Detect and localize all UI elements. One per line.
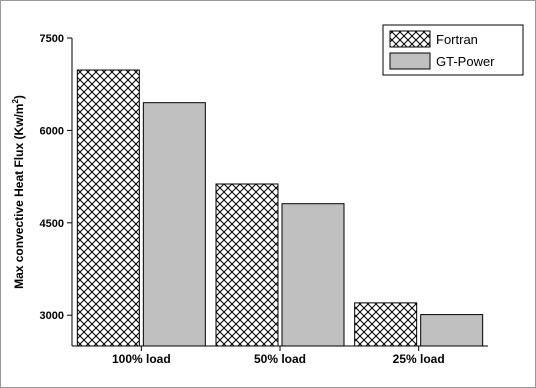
bar-fortran-1 — [76, 69, 140, 347]
x-tick-label: 100% load — [112, 352, 171, 366]
x-ticks-group: 100% load 50% load 25% load — [112, 346, 445, 366]
y-axis-label-main: Max convective Heat Flux (Kw/m — [12, 104, 26, 289]
y-axis-label-superscript: 2 — [11, 99, 20, 104]
legend-swatch-fortran — [389, 30, 431, 48]
legend-label-fortran: Fortran — [436, 32, 478, 47]
x-tick-label: 25% load — [393, 352, 445, 366]
y-tick-label: 4500 — [40, 218, 64, 230]
y-axis-label-end: ) — [12, 95, 26, 99]
legend-label-gt-power: GT-Power — [436, 54, 495, 69]
bars-group — [76, 69, 484, 347]
legend-swatch-gt-power — [389, 52, 431, 70]
y-tick-label: 3000 — [40, 310, 64, 322]
bar-gt-power-2 — [281, 203, 345, 347]
y-tick-label: 6000 — [40, 125, 64, 137]
bar-gt-power-3 — [420, 314, 484, 347]
bar-fortran-3 — [354, 302, 418, 347]
y-axis-label: Max convective Heat Flux (Kw/m2) — [11, 95, 26, 289]
y-tick-label: 7500 — [40, 33, 64, 45]
bar-gt-power-1 — [142, 102, 206, 347]
y-ticks-group: 3000 4500 6000 7500 — [40, 33, 72, 322]
x-tick-label: 50% load — [254, 352, 306, 366]
bar-fortran-2 — [215, 183, 279, 347]
legend: Fortran GT-Power — [382, 24, 524, 76]
